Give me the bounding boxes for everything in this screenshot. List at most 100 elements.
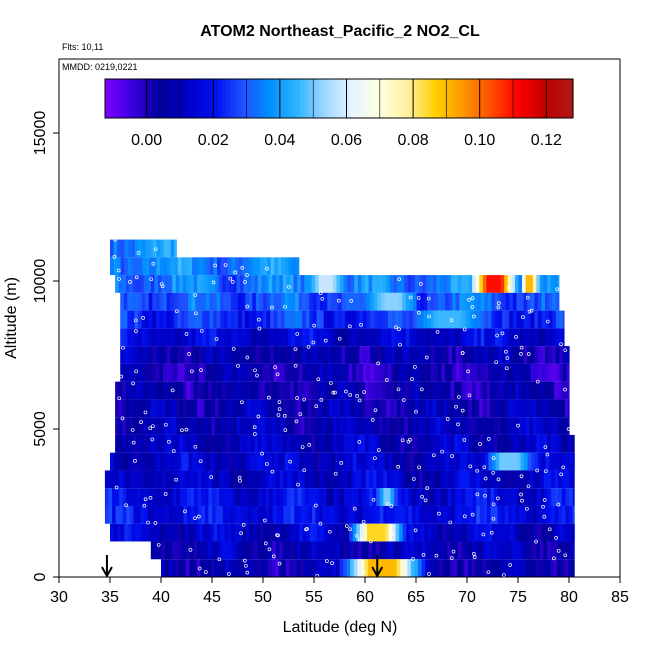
data-point bbox=[240, 265, 245, 270]
heatmap-cell bbox=[291, 346, 296, 364]
heatmap-cell bbox=[183, 505, 188, 524]
heatmap-cell bbox=[234, 452, 240, 471]
heatmap-cell bbox=[134, 346, 139, 364]
heatmap-cell bbox=[191, 363, 196, 382]
data-point bbox=[398, 342, 402, 347]
heatmap-cell bbox=[159, 452, 165, 471]
data-point bbox=[419, 387, 424, 392]
heatmap-cell bbox=[167, 239, 172, 258]
heatmap-cell bbox=[184, 346, 189, 364]
heatmap-cell bbox=[552, 523, 557, 542]
heatmap-cell bbox=[432, 434, 437, 453]
heatmap-cell bbox=[226, 488, 231, 506]
heatmap-cell bbox=[447, 541, 452, 560]
heatmap-cell bbox=[502, 346, 507, 364]
heatmap-cell bbox=[536, 434, 541, 453]
heatmap-cell bbox=[264, 559, 269, 577]
heatmap-cell bbox=[562, 363, 568, 382]
heatmap-cell bbox=[165, 541, 170, 560]
data-point bbox=[361, 570, 366, 575]
heatmap-cell bbox=[180, 328, 186, 347]
heatmap-cell bbox=[495, 310, 500, 329]
heatmap-cell bbox=[293, 275, 298, 293]
heatmap-cell bbox=[536, 488, 542, 506]
heatmap-cell bbox=[241, 310, 246, 329]
colorbar-segment bbox=[253, 79, 258, 118]
heatmap-cell bbox=[297, 417, 302, 435]
heatmap-cell bbox=[304, 399, 309, 418]
heatmap-cell bbox=[197, 399, 202, 418]
heatmap-cell bbox=[404, 488, 409, 506]
heatmap-cell bbox=[147, 470, 152, 489]
heatmap-cell bbox=[435, 559, 441, 577]
data-point bbox=[153, 247, 158, 252]
heatmap-cell bbox=[307, 381, 313, 400]
heatmap-cell bbox=[142, 239, 147, 258]
heatmap-cell bbox=[184, 452, 190, 471]
colorbar-segment bbox=[222, 79, 227, 118]
heatmap-cell bbox=[311, 488, 317, 506]
heatmap-cell bbox=[418, 417, 423, 435]
heatmap-cell bbox=[311, 470, 317, 489]
heatmap-cell bbox=[448, 292, 453, 311]
data-point bbox=[293, 363, 298, 368]
heatmap-cell bbox=[300, 541, 305, 560]
data-point bbox=[551, 556, 556, 561]
heatmap-cell bbox=[176, 470, 181, 489]
heatmap-cell bbox=[190, 488, 195, 506]
heatmap-cell bbox=[248, 292, 253, 311]
heatmap-cell bbox=[373, 346, 378, 364]
heatmap-cell bbox=[122, 381, 127, 400]
heatmap-cell bbox=[532, 381, 537, 400]
heatmap-cell bbox=[305, 310, 311, 329]
heatmap-cell bbox=[408, 470, 413, 489]
heatmap-cell bbox=[464, 399, 470, 418]
heatmap-cell bbox=[219, 470, 224, 489]
heatmap-cell bbox=[564, 381, 570, 400]
heatmap-cell bbox=[363, 452, 368, 471]
heatmap-cell bbox=[529, 381, 534, 400]
heatmap-cell bbox=[365, 399, 370, 418]
heatmap-cell bbox=[505, 363, 510, 382]
heatmap-cell bbox=[277, 363, 282, 382]
heatmap-cell bbox=[464, 381, 470, 400]
heatmap-cell bbox=[165, 275, 170, 293]
heatmap-cell bbox=[432, 275, 437, 293]
heatmap-cell bbox=[511, 488, 517, 506]
heatmap-cell bbox=[487, 346, 493, 364]
data-point bbox=[187, 352, 191, 356]
data-point bbox=[467, 393, 472, 398]
heatmap-cell bbox=[165, 399, 170, 418]
heatmap-cell bbox=[326, 488, 331, 506]
heatmap-cell bbox=[245, 363, 250, 382]
heatmap-cell bbox=[419, 505, 424, 524]
data-point bbox=[451, 549, 456, 554]
heatmap-cell bbox=[427, 452, 432, 471]
heatmap-cell bbox=[245, 292, 250, 311]
heatmap-cell bbox=[252, 452, 257, 471]
heatmap-cell bbox=[130, 310, 136, 329]
heatmap-cell bbox=[486, 417, 491, 435]
heatmap-cell bbox=[393, 417, 398, 435]
heatmap-cell bbox=[386, 275, 391, 293]
data-point bbox=[514, 335, 518, 339]
data-point bbox=[460, 351, 465, 355]
data-point bbox=[519, 345, 524, 350]
heatmap-cell bbox=[155, 310, 161, 329]
heatmap-cell bbox=[188, 310, 193, 329]
heatmap-cell bbox=[386, 488, 392, 506]
heatmap-cell bbox=[545, 328, 550, 347]
heatmap-cell bbox=[333, 505, 338, 524]
heatmap-cell bbox=[204, 505, 210, 524]
heatmap-cell bbox=[140, 275, 145, 293]
heatmap-cell bbox=[113, 452, 118, 471]
heatmap-cell bbox=[320, 452, 325, 471]
heatmap-cell bbox=[127, 292, 132, 311]
heatmap-cell bbox=[511, 541, 516, 560]
heatmap-cell bbox=[347, 470, 352, 489]
observation-points bbox=[112, 237, 571, 577]
heatmap-cell bbox=[461, 470, 467, 489]
heatmap-cell bbox=[179, 417, 184, 435]
heatmap-cell bbox=[404, 434, 409, 453]
heatmap-cell bbox=[350, 434, 355, 453]
